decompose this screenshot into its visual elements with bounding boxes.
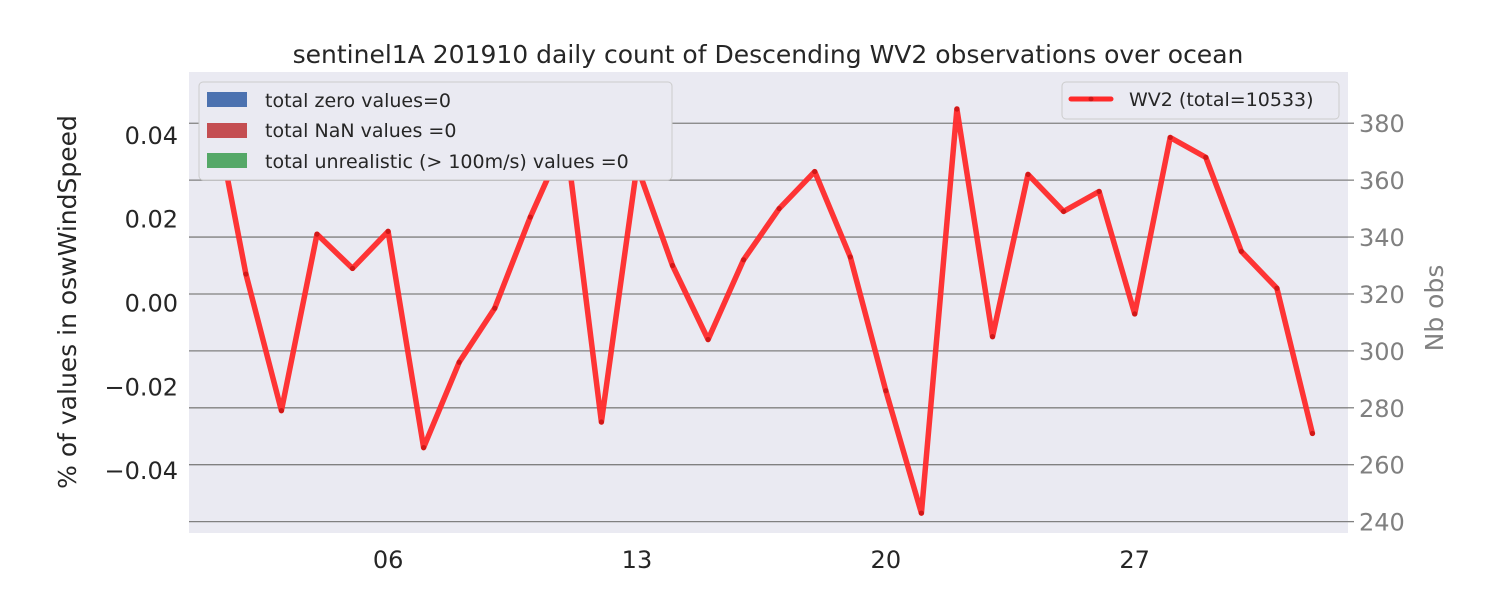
legend-unrealistic-values: total unrealistic (> 100m/s) values =0: [265, 151, 629, 173]
right-tick-label: 320: [1359, 281, 1405, 309]
wv2-data-point: [385, 228, 391, 234]
wv2-data-point: [1238, 248, 1244, 254]
zero-values-patch: [207, 92, 247, 107]
wv2-data-point: [1167, 134, 1173, 141]
wv2-data-point: [705, 336, 711, 343]
left-tick-label: 0.02: [125, 206, 178, 234]
left-y-ticks: 0.04 0.02 0.00 −0.02 −0.04: [104, 122, 178, 485]
x-ticks: 06 13 20 27: [373, 546, 1150, 574]
right-tick-label: 260: [1359, 452, 1405, 480]
wv2-data-point: [847, 254, 853, 260]
wv2-data-point: [812, 168, 818, 175]
wv2-data-point: [243, 271, 249, 277]
legend-zero-values: total zero values=0: [265, 90, 451, 112]
wv2-data-point: [314, 231, 320, 237]
unrealistic-values-patch: [207, 153, 247, 168]
wv2-data-point: [989, 334, 996, 340]
wv2-data-point: [918, 510, 924, 516]
wv2-data-point: [1274, 285, 1280, 291]
wv2-data-point: [954, 106, 960, 112]
wv2-data-point: [1060, 208, 1067, 215]
wv2-data-point: [1025, 171, 1031, 178]
wv2-data-point: [421, 445, 427, 451]
legend-right: WV2 (total=10533): [1061, 81, 1340, 120]
x-tick-label: 06: [373, 546, 404, 574]
left-tick-label: −0.04: [104, 457, 178, 485]
x-tick-label: 27: [1119, 546, 1150, 574]
wv2-data-point: [1309, 430, 1316, 437]
legend-left: total zero values=0 total NaN values =0 …: [198, 81, 673, 181]
wv2-data-point: [278, 408, 285, 414]
wv2-series-line: [207, 86, 1316, 516]
wv2-data-point: [1096, 188, 1102, 195]
left-tick-label: 0.04: [125, 122, 178, 150]
wv2-data-point: [776, 205, 782, 212]
right-y-ticks: 240 260 280 300 320 340 360 380: [1348, 110, 1405, 537]
wv2-data-point: [669, 262, 676, 269]
wv2-marker-sample: [1088, 96, 1094, 102]
left-tick-label: 0.00: [125, 290, 178, 318]
x-tick-label: 13: [622, 546, 653, 574]
wv2-data-point: [1132, 311, 1138, 317]
right-tick-label: 360: [1359, 167, 1405, 195]
right-tick-label: 380: [1359, 110, 1405, 138]
wv2-data-point: [598, 419, 605, 425]
wv2-data-point: [492, 305, 498, 311]
y-axis-left-label: % of values in oswWindSpeed: [53, 115, 82, 489]
right-tick-label: 280: [1359, 395, 1405, 423]
legend-right-frame: [1061, 81, 1340, 120]
y-axis-right-label: Nb obs: [1420, 265, 1449, 352]
right-tick-label: 300: [1359, 338, 1405, 366]
legend-left-frame: [198, 81, 673, 181]
left-tick-label: −0.02: [104, 373, 178, 401]
wv2-data-point: [883, 388, 889, 394]
wv2-data-point: [456, 359, 462, 365]
legend-nan-values: total NaN values =0: [265, 120, 456, 142]
wv2-data-point: [349, 265, 356, 271]
wv2-data-point: [1203, 154, 1209, 160]
x-tick-label: 20: [871, 546, 902, 574]
wv2-data-point: [741, 257, 747, 263]
wv2-data-point: [527, 214, 533, 220]
right-tick-label: 340: [1359, 224, 1405, 252]
right-tick-label: 240: [1359, 509, 1405, 537]
nan-values-patch: [207, 123, 247, 138]
chart-title: sentinel1A 201910 daily count of Descend…: [293, 40, 1244, 69]
legend-wv2: WV2 (total=10533): [1129, 89, 1314, 111]
